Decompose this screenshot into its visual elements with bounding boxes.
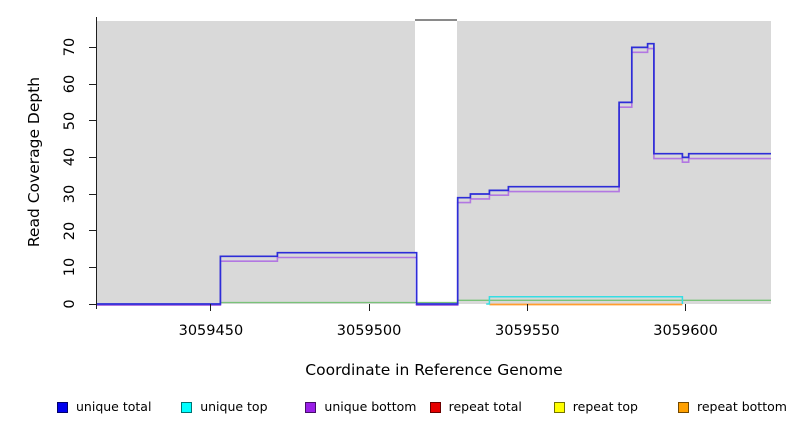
y-axis-line — [95, 17, 97, 309]
y-tick-label: 50 — [62, 111, 78, 130]
x-tick-label: 3059450 — [178, 323, 244, 339]
legend-label: unique top — [200, 399, 268, 414]
legend-swatch — [57, 402, 68, 413]
series-line-unique-total — [97, 42, 771, 305]
masked-region-band — [415, 19, 458, 306]
y-tick-label: 30 — [62, 184, 78, 204]
y-tick — [89, 266, 96, 268]
y-tick-label: 0 — [62, 299, 78, 309]
legend-swatch — [305, 402, 317, 413]
legend-label: repeat top — [572, 399, 638, 414]
y-tick — [89, 120, 96, 122]
y-tick — [89, 193, 96, 195]
y-tick — [89, 83, 96, 85]
x-tick — [210, 304, 212, 311]
series-line-unique-top — [486, 295, 684, 305]
y-tick-label: 40 — [62, 148, 78, 167]
series-line-unique-bottom — [97, 47, 771, 306]
x-tick — [685, 304, 687, 311]
y-tick — [89, 46, 96, 48]
legend-swatch — [181, 402, 193, 413]
x-tick-label: 3059550 — [495, 323, 560, 339]
coverage-step-lines — [97, 42, 771, 306]
x-axis-title: Coordinate in Reference Genome — [305, 361, 563, 379]
legend-swatch — [429, 402, 441, 413]
y-tick-label: 10 — [62, 258, 78, 277]
x-tick — [368, 304, 370, 311]
y-axis-title: Read Coverage Depth — [25, 76, 43, 248]
legend-label: repeat total — [448, 399, 522, 414]
legend-label: repeat bottom — [697, 399, 787, 414]
x-tick — [526, 304, 528, 311]
legend-swatch — [678, 402, 689, 413]
y-tick-label: 70 — [62, 38, 78, 57]
legend: unique total unique top unique bottom repea… — [0, 398, 792, 420]
x-tick-label: 3059600 — [653, 323, 718, 339]
y-tick — [89, 230, 96, 232]
legend-label: unique total — [76, 399, 152, 414]
y-tick — [89, 156, 96, 158]
y-tick — [89, 303, 96, 305]
series-line-baseline-green-unlabeled — [220, 299, 771, 304]
legend-label: unique bottom — [324, 399, 417, 414]
y-tick-label: 60 — [62, 74, 78, 94]
legend-swatch — [553, 402, 565, 413]
y-tick-label: 20 — [62, 221, 78, 240]
x-tick-label: 3059500 — [336, 323, 402, 339]
